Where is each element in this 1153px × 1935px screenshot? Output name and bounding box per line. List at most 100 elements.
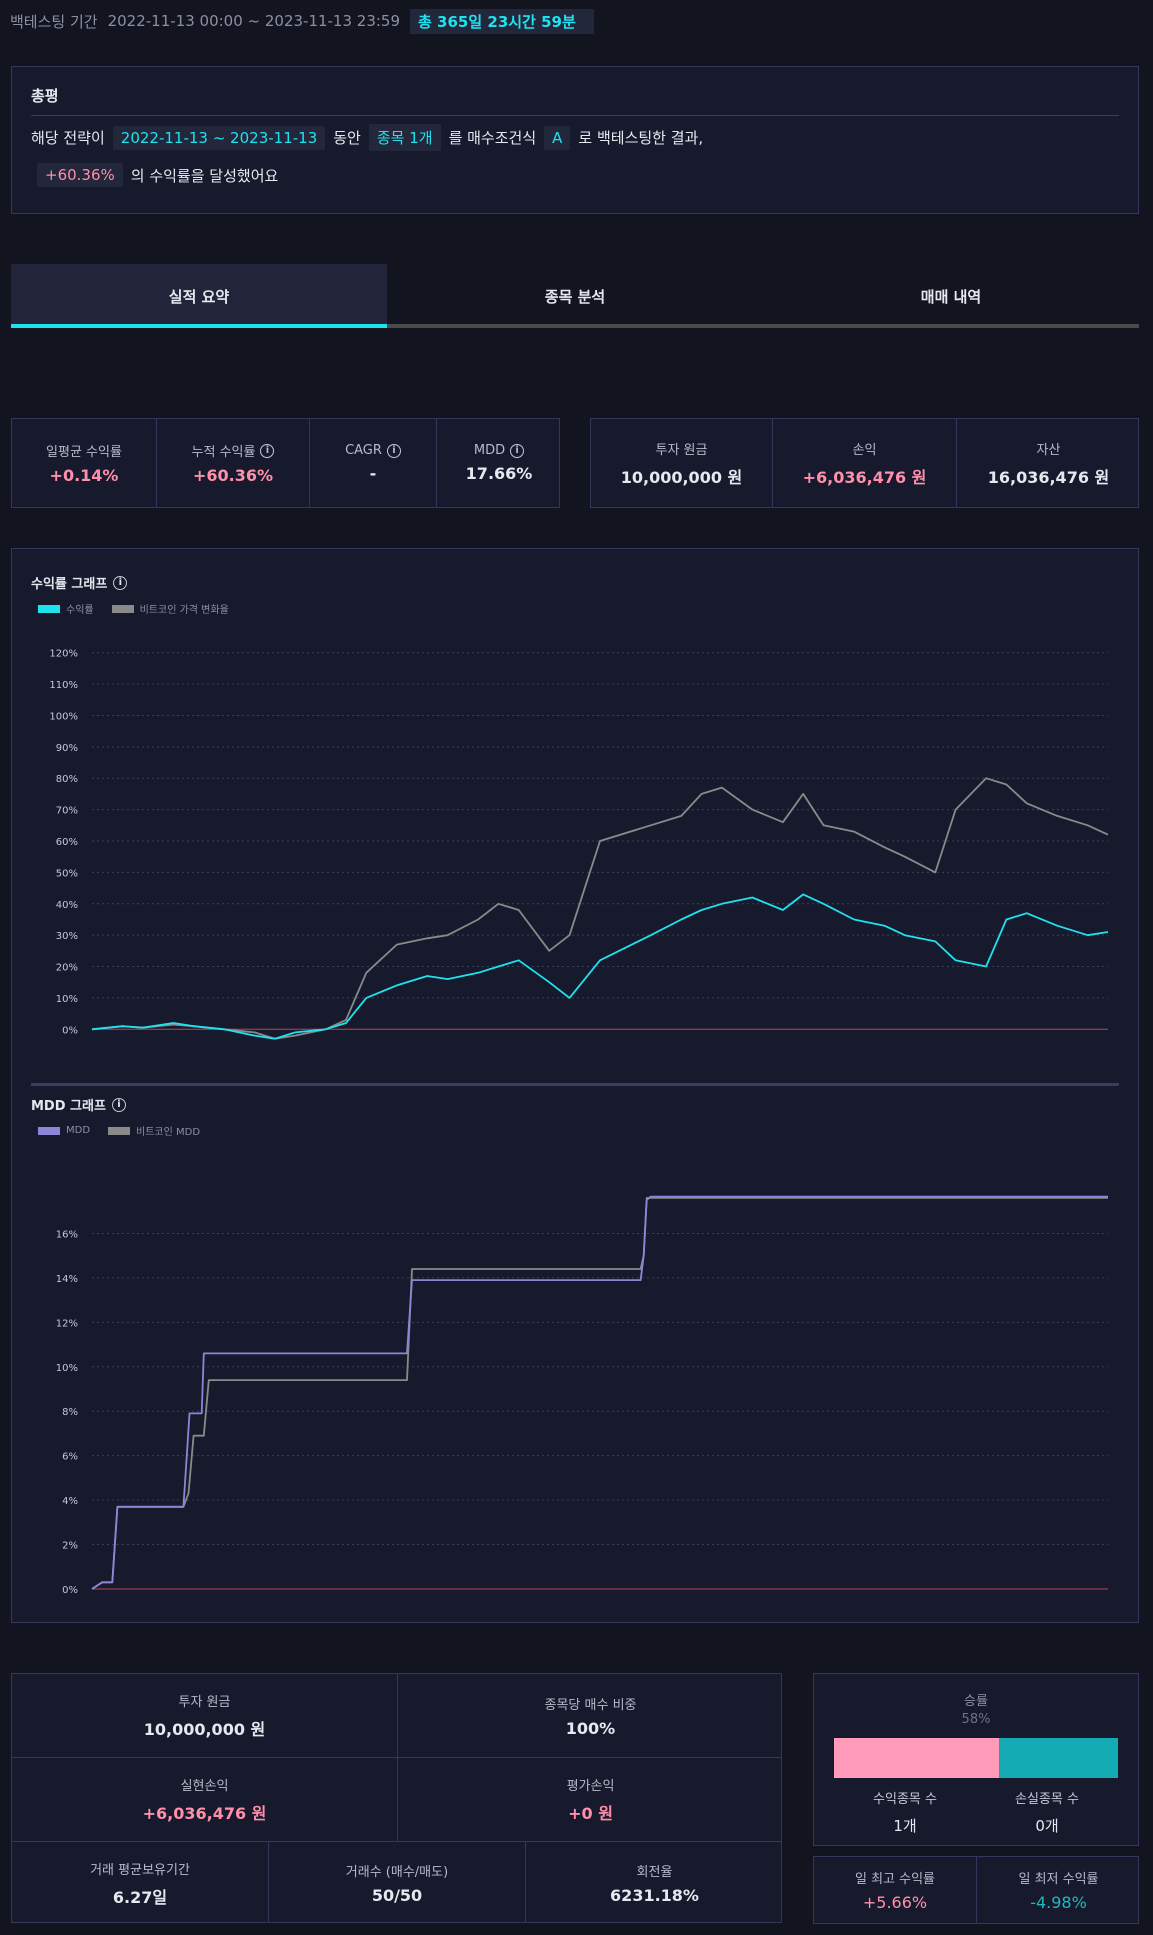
period-label: 백테스팅 기간 bbox=[10, 12, 98, 31]
metric-value: 17.66% bbox=[465, 464, 533, 483]
chart-separator bbox=[31, 1083, 1119, 1086]
metric-label: CAGR bbox=[345, 443, 382, 458]
summary-title: 총평 bbox=[31, 87, 59, 105]
win-count-value: 1개 bbox=[893, 1817, 917, 1835]
info-icon[interactable]: i bbox=[111, 1097, 126, 1112]
return-chart-y-tick-label: 90% bbox=[56, 743, 78, 754]
divider bbox=[956, 419, 957, 507]
legend-label-return: 수익률 bbox=[66, 605, 94, 616]
metric-value: +0.14% bbox=[49, 466, 119, 485]
return-chart-legend: 수익률 비트코인 가격 변화율 bbox=[38, 601, 229, 616]
return-chart-y-tick-label: 20% bbox=[56, 963, 78, 974]
tab-underline bbox=[11, 324, 1139, 328]
stat-label: 평가손익 bbox=[566, 1779, 615, 1794]
mdd-chart-title-text: MDD 그래프 bbox=[31, 1099, 106, 1114]
stat-value: 50/50 bbox=[371, 1886, 423, 1905]
mdd-chart-y-tick-label: 2% bbox=[62, 1541, 78, 1552]
metric-label: 투자 원금 bbox=[655, 442, 708, 458]
metric-label: 누적 수익률 bbox=[191, 445, 256, 460]
tab-performance-summary-label: 실적 요약 bbox=[168, 287, 230, 306]
stat-value: +0 원 bbox=[568, 1804, 613, 1823]
tab-stock-analysis[interactable]: 종목 분석 bbox=[387, 264, 763, 328]
info-icon[interactable]: i bbox=[386, 443, 401, 458]
win-rate-label: 승률 bbox=[964, 1694, 988, 1709]
info-icon[interactable]: i bbox=[510, 443, 525, 458]
return-chart-y-tick-label: 110% bbox=[49, 680, 78, 691]
metric-label: 손익 bbox=[852, 442, 877, 458]
stat-value: 6.27일 bbox=[112, 1887, 168, 1907]
stat-value: 100% bbox=[565, 1718, 616, 1738]
metric-value: 16,036,476 원 bbox=[987, 467, 1110, 487]
win-rate-bar bbox=[834, 1738, 1118, 1778]
return-chart-y-tick-label: 70% bbox=[56, 806, 78, 817]
legend-swatch-btc-mdd bbox=[108, 1126, 131, 1135]
mdd-chart-y-tick-label: 0% bbox=[62, 1585, 78, 1596]
summary-achieved: 의 수익률을 달성했어요 bbox=[130, 166, 279, 185]
mdd-chart: 0% 2% 4% 6% 8% 10% 12% 14% 16% bbox=[56, 1195, 1108, 1596]
bottom-stats-panel: 투자 원금 10,000,000 원 종목당 매수 비중 100% 실현손익 +… bbox=[11, 1673, 782, 1923]
return-chart-y-tick-label: 30% bbox=[56, 931, 78, 942]
metric-label: 자산 bbox=[1036, 442, 1061, 458]
metric-label: MDD bbox=[473, 443, 506, 458]
return-chart-y-tick-label: 10% bbox=[56, 994, 78, 1005]
period-total-badge: 총 365일 23시간 59분 bbox=[410, 8, 594, 34]
stat-label: 실현손익 bbox=[180, 1779, 229, 1794]
legend-label-btc: 비트코인 가격 변화율 bbox=[139, 605, 229, 616]
win-rate-panel: 승률 58% 수익종목 수 1개 손실종목 수 0개 bbox=[813, 1673, 1139, 1846]
summary-count-chip: 종목 1개 bbox=[368, 124, 441, 151]
daily-best-label: 일 최고 수익률 bbox=[854, 1872, 936, 1887]
stat-label: 투자 원금 bbox=[178, 1695, 231, 1710]
daily-panel: 일 최고 수익률 +5.66% 일 최저 수익률 -4.98% bbox=[813, 1856, 1139, 1924]
win-rate-value: 58% bbox=[961, 1712, 991, 1727]
metric-cagr: CAGR i - bbox=[310, 419, 436, 507]
info-icon[interactable]: i bbox=[260, 443, 275, 458]
summary-prefix: 해당 전략이 bbox=[31, 129, 105, 147]
tab-trade-history[interactable]: 매매 내역 bbox=[763, 264, 1139, 328]
metric-asset: 자산 16,036,476 원 bbox=[957, 419, 1140, 507]
daily-worst-label: 일 최저 수익률 bbox=[1018, 1872, 1099, 1887]
divider bbox=[772, 419, 773, 507]
legend-label-mdd: MDD bbox=[66, 1125, 91, 1136]
mdd-chart-series-비트코인-MDD bbox=[91, 1197, 1108, 1590]
divider bbox=[436, 419, 437, 507]
charts-panel: 수익률 그래프 i 수익률 비트코인 가격 변화율 0% 10% 20% 30% 40%… bbox=[11, 548, 1139, 1623]
tab-active-indicator bbox=[11, 324, 387, 328]
summary-result-text: 로 백테스팅한 결과, bbox=[578, 129, 704, 147]
mdd-chart-y-tick-label: 16% bbox=[56, 1229, 78, 1240]
stat-value: +6,036,476 원 bbox=[142, 1804, 267, 1823]
metrics-right-panel: 투자 원금 10,000,000 원 손익 +6,036,476 원 자산 16… bbox=[590, 418, 1139, 508]
mdd-chart-y-tick-label: 6% bbox=[62, 1452, 78, 1463]
stat-avg-holding: 거래 평균보유기간 6.27일 bbox=[12, 1842, 268, 1924]
metric-value: 10,000,000 원 bbox=[620, 467, 743, 487]
divider bbox=[309, 419, 310, 507]
daily-best-value: +5.66% bbox=[862, 1893, 928, 1912]
summary-panel: 총평 해당 전략이 2022-11-13 ~ 2023-11-13 동안 종목 … bbox=[11, 66, 1139, 214]
info-icon[interactable]: i bbox=[113, 575, 128, 590]
divider bbox=[156, 419, 157, 507]
return-chart-y-tick-label: 60% bbox=[56, 837, 78, 848]
period-header: 백테스팅 기간 2022-11-13 00:00 ~ 2023-11-13 23… bbox=[10, 8, 594, 34]
return-chart: 0% 10% 20% 30% 40% 50% 60% 70% 80% 90% 100% 110% 120… bbox=[49, 649, 1109, 1040]
stat-trade-count: 거래수 (매수/매도) 50/50 bbox=[269, 1842, 525, 1924]
stat-unrealized-pnl: 평가손익 +0 원 bbox=[398, 1758, 783, 1841]
tab-trade-history-label: 매매 내역 bbox=[920, 287, 982, 306]
return-chart-y-tick-label: 100% bbox=[49, 711, 78, 722]
tab-performance-summary[interactable]: 실적 요약 bbox=[11, 264, 387, 328]
return-chart-y-tick-label: 0% bbox=[62, 1025, 78, 1036]
mdd-chart-y-tick-label: 12% bbox=[56, 1318, 78, 1329]
metric-daily-avg-return: 일평균 수익률 +0.14% bbox=[12, 419, 156, 507]
mdd-chart-y-tick-label: 4% bbox=[62, 1496, 78, 1507]
summary-buy-cond: 를 매수조건식 bbox=[448, 129, 537, 147]
return-chart-y-tick-label: 80% bbox=[56, 774, 78, 785]
daily-worst: 일 최저 수익률 -4.98% bbox=[977, 1857, 1140, 1923]
metric-mdd: MDD i 17.66% bbox=[437, 419, 561, 507]
stat-principal: 투자 원금 10,000,000 원 bbox=[12, 1674, 397, 1757]
mdd-chart-y-tick-label: 14% bbox=[56, 1274, 78, 1285]
mdd-chart-legend: MDD 비트코인 MDD bbox=[38, 1123, 200, 1138]
stat-label: 회전율 bbox=[636, 1865, 673, 1880]
loss-count-value: 0개 bbox=[1035, 1817, 1059, 1835]
summary-sentence-2: +60.36% 의 수익률을 달성했어요 bbox=[37, 163, 278, 187]
return-chart-y-tick-label: 50% bbox=[56, 868, 78, 879]
metric-value: +60.36% bbox=[192, 466, 274, 485]
metric-value: +6,036,476 원 bbox=[802, 467, 927, 487]
